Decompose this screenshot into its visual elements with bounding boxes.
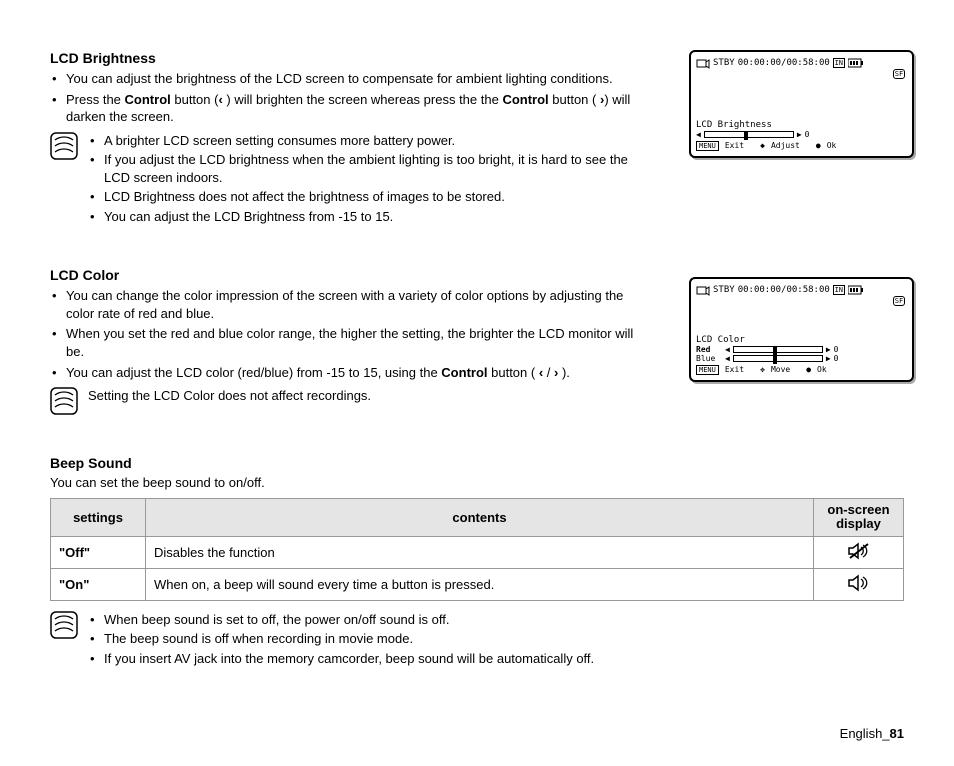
battery-icon — [848, 285, 864, 295]
bullet: You can adjust the brightness of the LCD… — [50, 70, 645, 88]
section-beep: Beep Sound You can set the beep sound to… — [50, 455, 904, 669]
table-row: "Off" Disables the function — [51, 536, 904, 568]
heading-lcd-color: LCD Color — [50, 267, 645, 283]
table-row: "On" When on, a beep will sound every ti… — [51, 568, 904, 600]
in-icon: IN — [833, 58, 845, 68]
note-item: You can adjust the LCD Brightness from -… — [88, 208, 645, 226]
slider-blue: Blue ◀▶ 0 — [696, 354, 907, 363]
beep-intro: You can set the beep sound to on/off. — [50, 475, 904, 490]
bullet: Press the Control button (‹ ) will brigh… — [50, 91, 645, 126]
note-lcd-color: Setting the LCD Color does not affect re… — [50, 387, 645, 415]
heading-lcd-brightness: LCD Brightness — [50, 50, 645, 66]
note-icon — [50, 387, 78, 415]
screen-brightness: STBY 00:00:00/00:58:00 IN SF LCD Brightn… — [689, 50, 914, 158]
slider-red: Red ◀▶ 0 — [696, 345, 907, 354]
note-item: If you insert AV jack into the memory ca… — [88, 650, 594, 668]
note-item: The beep sound is off when recording in … — [88, 630, 594, 648]
sf-icon: SF — [893, 296, 905, 306]
lcd-brightness-bullets: You can adjust the brightness of the LCD… — [50, 70, 645, 126]
section-lcd-brightness: LCD Brightness You can adjust the bright… — [50, 50, 904, 227]
note-beep: When beep sound is set to off, the power… — [50, 611, 904, 670]
th-contents: contents — [146, 499, 814, 537]
note-item: LCD Brightness does not affect the brigh… — [88, 188, 645, 206]
note-icon — [50, 132, 78, 160]
speaker-off-icon — [846, 541, 872, 561]
lcd-color-bullets: You can change the color impression of t… — [50, 287, 645, 381]
camera-icon — [696, 57, 710, 69]
camera-icon — [696, 284, 710, 296]
beep-table: settings contents on-screen display "Off… — [50, 498, 904, 601]
heading-beep: Beep Sound — [50, 455, 904, 471]
note-icon — [50, 611, 78, 639]
note-text: Setting the LCD Color does not affect re… — [88, 387, 371, 405]
th-display: on-screen display — [814, 499, 904, 537]
in-icon: IN — [833, 285, 845, 295]
screen-label: LCD Color — [696, 335, 907, 345]
section-lcd-color: LCD Color You can change the color impre… — [50, 267, 904, 415]
note-item: A brighter LCD screen setting consumes m… — [88, 132, 645, 150]
screen-label: LCD Brightness — [696, 120, 907, 130]
bullet: You can adjust the LCD color (red/blue) … — [50, 364, 645, 382]
screen-color: STBY 00:00:00/00:58:00 IN SF LCD Color R… — [689, 277, 914, 382]
note-item: If you adjust the LCD brightness when th… — [88, 151, 645, 186]
speaker-on-icon — [846, 573, 872, 593]
page-footer: English_81 — [840, 726, 904, 741]
note-item: When beep sound is set to off, the power… — [88, 611, 594, 629]
note-list: A brighter LCD screen setting consumes m… — [88, 132, 645, 228]
battery-icon — [848, 58, 864, 68]
bullet: When you set the red and blue color rang… — [50, 325, 645, 360]
th-settings: settings — [51, 499, 146, 537]
bullet: You can change the color impression of t… — [50, 287, 645, 322]
note-list: When beep sound is set to off, the power… — [88, 611, 594, 670]
note-lcd-brightness: A brighter LCD screen setting consumes m… — [50, 132, 645, 228]
sf-icon: SF — [893, 69, 905, 79]
slider: ◀▶ 0 — [696, 130, 907, 139]
